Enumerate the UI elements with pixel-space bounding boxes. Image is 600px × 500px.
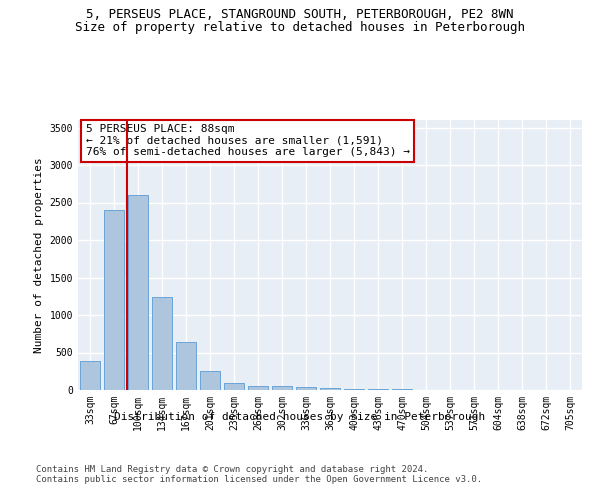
Text: Distribution of detached houses by size in Peterborough: Distribution of detached houses by size …: [115, 412, 485, 422]
Bar: [320, 388, 340, 390]
Bar: [200, 370, 220, 390]
Bar: [392, 389, 412, 390]
Bar: [344, 388, 364, 390]
Text: 5 PERSEUS PLACE: 88sqm
← 21% of detached houses are smaller (1,591)
76% of semi-: 5 PERSEUS PLACE: 88sqm ← 21% of detached…: [86, 124, 410, 157]
Bar: [104, 210, 124, 390]
Bar: [296, 386, 316, 390]
Bar: [80, 361, 100, 390]
Bar: [224, 383, 244, 390]
Bar: [176, 342, 196, 390]
Text: Contains HM Land Registry data © Crown copyright and database right 2024.
Contai: Contains HM Land Registry data © Crown c…: [36, 465, 482, 484]
Y-axis label: Number of detached properties: Number of detached properties: [34, 157, 44, 353]
Bar: [128, 195, 148, 390]
Text: Size of property relative to detached houses in Peterborough: Size of property relative to detached ho…: [75, 21, 525, 34]
Bar: [248, 386, 268, 390]
Bar: [368, 389, 388, 390]
Bar: [272, 386, 292, 390]
Text: 5, PERSEUS PLACE, STANGROUND SOUTH, PETERBOROUGH, PE2 8WN: 5, PERSEUS PLACE, STANGROUND SOUTH, PETE…: [86, 8, 514, 20]
Bar: [152, 297, 172, 390]
